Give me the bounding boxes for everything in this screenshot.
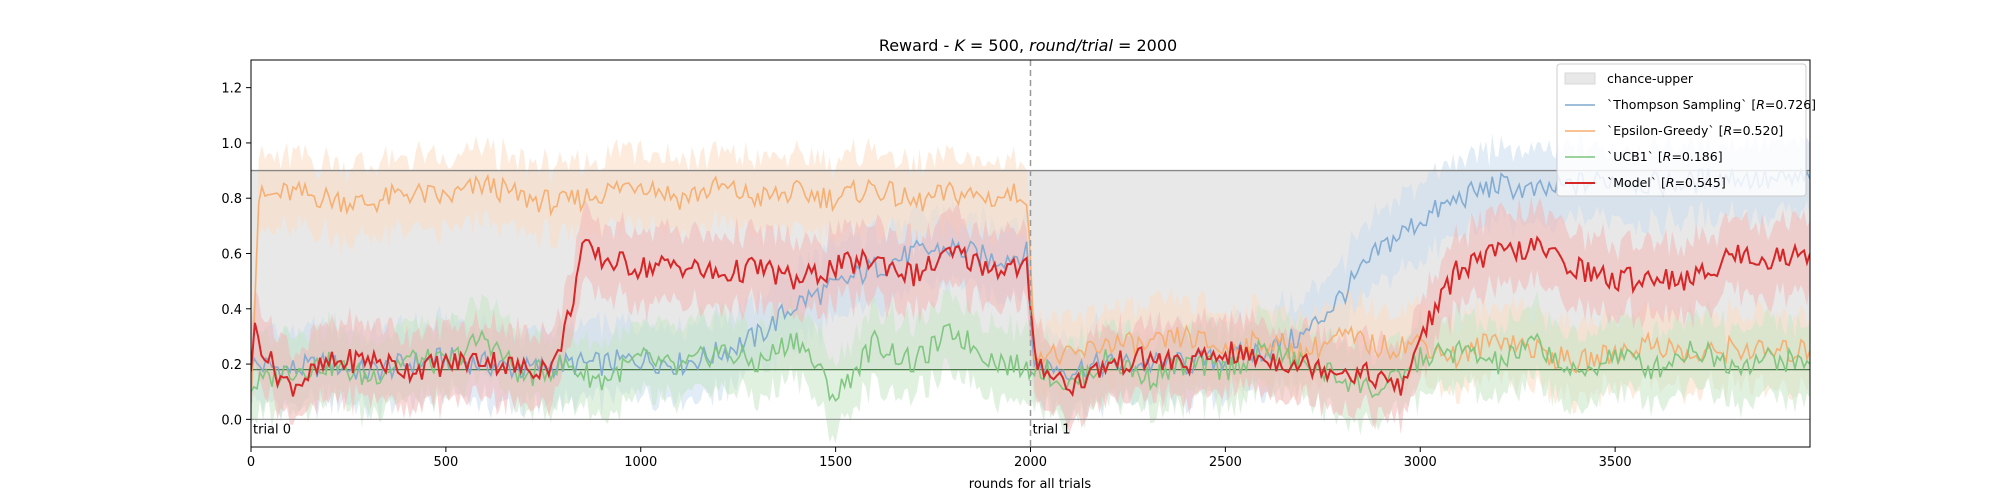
legend-label-1: `Epsilon-Greedy` [R=0.520] [1607, 123, 1783, 138]
title-prefix: Reward - [879, 36, 955, 55]
chart-title: Reward - K = 500, round/trial = 2000 [879, 36, 1177, 55]
y-tick-label-6: 1.2 [221, 82, 242, 97]
legend-label-prefix: `Model` [ [1607, 175, 1666, 190]
legend-label-prefix: `Thompson Sampling` [ [1607, 97, 1756, 112]
title-k-val: 500 [988, 36, 1019, 55]
title-rt-val: 2000 [1136, 36, 1177, 55]
x-tick-label-1: 500 [433, 455, 458, 470]
legend-label-suffix: =0.726] [1765, 97, 1816, 112]
legend-label-3: `Model` [R=0.545] [1607, 175, 1726, 190]
legend-label-chance-upper: chance-upper [1607, 71, 1694, 86]
title-rt-eq: = [1113, 36, 1137, 55]
series-line-3 [251, 235, 1810, 398]
legend: chance-upper`Thompson Sampling` [R=0.726… [1556, 63, 1816, 197]
y-tick-label-4: 0.8 [221, 192, 242, 207]
x-tick-label-5: 2500 [1209, 455, 1242, 470]
x-tick-label-2: 1000 [624, 455, 657, 470]
legend-label-suffix: =0.545] [1675, 175, 1726, 190]
legend-label-var: R [1723, 123, 1732, 138]
y-tick-label-2: 0.4 [221, 303, 242, 318]
legend-label-2: `UCB1` [R=0.186] [1607, 149, 1723, 164]
legend-label-var: R [1756, 97, 1765, 112]
title-k-var: K [954, 36, 966, 55]
legend-label-0: `Thompson Sampling` [R=0.726] [1607, 97, 1816, 112]
x-tick-label-4: 2000 [1014, 455, 1047, 470]
legend-label-prefix: `Epsilon-Greedy` [ [1607, 123, 1723, 138]
x-tick-label-6: 3000 [1404, 455, 1437, 470]
x-tick-label-3: 1500 [819, 455, 852, 470]
x-axis-label: rounds for all trials [969, 477, 1092, 492]
legend-label-suffix: =0.520] [1732, 123, 1783, 138]
axes: trial 0 trial 1 0 500 1000 1500 2000 2500 3000 35… [221, 59, 1811, 470]
legend-swatch-chance-upper [1564, 72, 1596, 85]
legend-label-var: R [1666, 175, 1675, 190]
x-tick-label-7: 3500 [1599, 455, 1632, 470]
title-rt-var: round/trial [1029, 36, 1113, 55]
legend-label-prefix: `UCB1` [ [1607, 149, 1663, 164]
title-k-eq: = [965, 36, 989, 55]
y-tick-label-5: 1.0 [221, 137, 242, 152]
y-tick-label-1: 0.2 [221, 358, 242, 373]
annotation-0: trial 0 [253, 422, 291, 437]
y-tick-label-0: 0.0 [221, 413, 242, 428]
legend-box [1556, 63, 1807, 197]
legend-label-suffix: =0.186] [1671, 149, 1722, 164]
legend-label-var: R [1663, 149, 1672, 164]
x-tick-label-0: 0 [247, 455, 255, 470]
title-sep: , [1019, 36, 1029, 55]
annotation-1: trial 1 [1033, 422, 1071, 437]
y-tick-label-3: 0.6 [221, 248, 242, 263]
